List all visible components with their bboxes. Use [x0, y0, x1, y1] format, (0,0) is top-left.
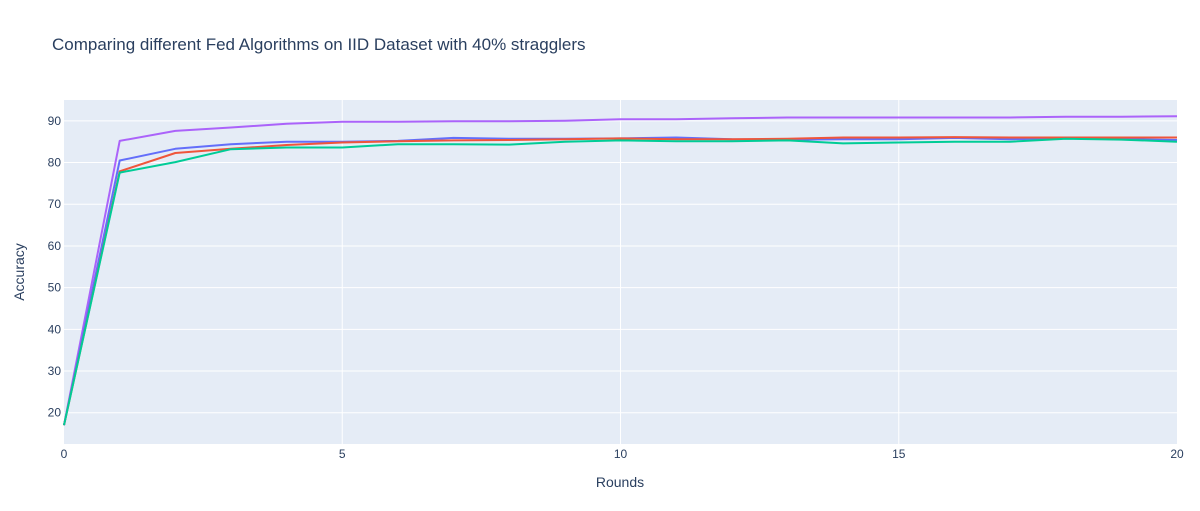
y-tick-label: 80 — [48, 156, 62, 170]
series-line-4 — [63, 137, 1178, 426]
x-tick-label: 0 — [61, 447, 68, 461]
x-tick-label: 15 — [892, 447, 906, 461]
series-line-3 — [63, 136, 1177, 426]
x-tick-label: 10 — [614, 447, 628, 461]
y-tick-label: 40 — [48, 322, 62, 336]
y-tick-label: 20 — [48, 406, 62, 420]
y-tick-label: 70 — [48, 197, 62, 211]
x-axis-title: Rounds — [596, 474, 644, 490]
y-axis-title: Accuracy — [11, 243, 27, 301]
x-axis-ticks: 0 5 10 15 20 — [61, 447, 1184, 461]
chart-title: Comparing different Fed Algorithms on II… — [52, 35, 586, 54]
y-tick-label: 90 — [48, 114, 62, 128]
x-tick-label: 20 — [1170, 447, 1184, 461]
y-tick-label: 60 — [48, 239, 62, 253]
y-tick-label: 30 — [48, 364, 62, 378]
y-tick-label: 50 — [48, 281, 62, 295]
y-axis-ticks: 20 30 40 50 60 70 80 90 — [48, 114, 62, 420]
series-layer — [63, 115, 1178, 426]
x-tick-label: 5 — [339, 447, 346, 461]
grid-lines — [64, 100, 1177, 444]
series-line-1 — [63, 115, 1178, 426]
